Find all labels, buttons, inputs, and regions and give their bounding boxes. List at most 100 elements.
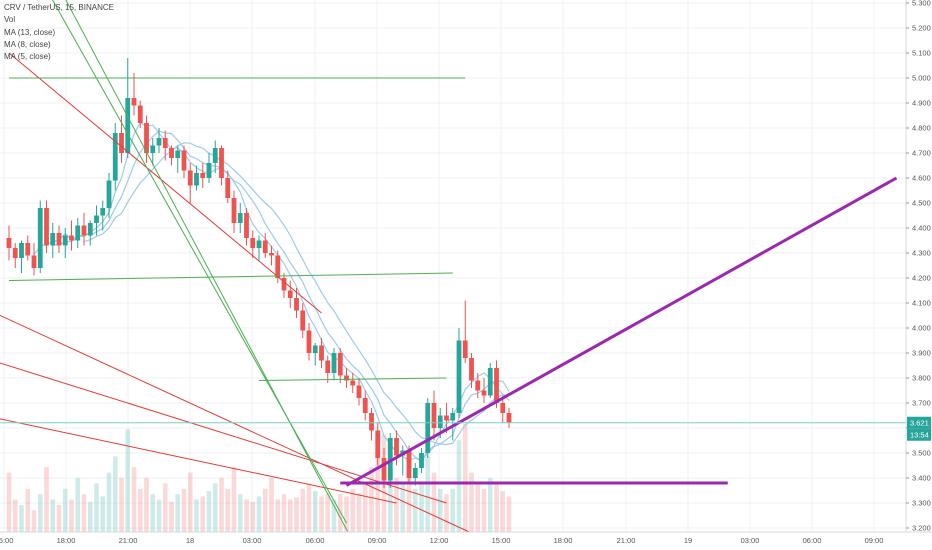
volume-bar [412,488,418,532]
time-tick-label: 03:00 [243,536,262,545]
legend-ma5[interactable]: MA (5, close) [4,52,51,62]
candle-body [437,415,443,428]
candle-body [406,450,412,478]
candle-body [119,133,124,153]
candle-body [350,380,356,386]
volume-bar [175,494,181,532]
candle-body [475,380,481,391]
volume-bar [181,488,187,532]
countdown-label: 13:54 [910,430,929,439]
candle-body [425,403,431,453]
volume-bar [262,488,268,532]
time-axis: 15:00 18:00 21:00 18 03:00 06:00 09:00 12:00 15:… [0,531,932,550]
candle-body [319,345,324,361]
volume-bar [162,483,168,532]
time-tick-label: 12:00 [430,536,449,545]
time-tick-label: 15:00 [0,536,13,545]
volume-bar [225,488,231,532]
volume-bar [50,499,56,532]
volume-bar [462,424,468,532]
volume-bar [456,440,462,532]
candle-body [306,330,312,353]
time-tick-label: 09:00 [865,536,884,545]
candle-body [206,163,212,178]
volume-bar [494,483,499,532]
volume-bar [212,483,218,532]
candle-body [269,253,274,256]
price-tick-label: 5.200 [912,24,931,33]
candle-body [244,213,249,238]
candles [6,58,512,488]
volume-bar [200,496,206,532]
candle-body [500,403,506,413]
candle-body [294,298,299,311]
candle-body [462,340,468,358]
candle-body [231,198,237,223]
price-tick-label: 3.800 [912,374,931,383]
volume-bar [369,467,374,532]
legend-symbol[interactable]: CRV / TetherUS, 15, BINANCE [4,3,114,12]
candle-body [50,233,56,246]
candle-body [106,180,112,208]
volume-bar [131,467,137,532]
volume-bar [312,490,318,532]
volume-bar [444,494,449,532]
candle-body [19,243,24,258]
trendline-red [0,314,472,534]
legend-ma8[interactable]: MA (8, close) [4,39,51,49]
price-tick-label: 3.200 [912,524,931,533]
price-tick-label: 5.000 [912,74,931,83]
time-tick-label: 18:00 [554,536,573,545]
price-tick-label: 4.700 [912,149,931,158]
candle-body [175,150,181,158]
candle-body [419,453,424,468]
volume-bar [144,478,149,532]
candle-body [362,398,368,413]
candle-body [169,148,174,158]
time-tick-label: 19 [684,536,692,545]
volume-bar [219,478,224,532]
candle-body [331,353,337,373]
volume-bar [94,483,99,532]
price-tick-label: 3.300 [912,499,931,508]
volume-bar [450,488,456,532]
candle-body [56,233,62,246]
price-tick-label: 3.400 [912,474,931,483]
volume-bar [337,494,343,532]
volume-bar [100,496,106,532]
candle-body [300,310,306,331]
chart-legend: CRV / TetherUS, 15, BINANCE Vol MA (13, … [4,2,114,63]
volume-bar [81,494,87,532]
volume-bar [106,472,112,532]
candle-body [412,468,418,478]
price-tick-label: 3.700 [912,399,931,408]
candle-body [112,133,118,181]
legend-ma13[interactable]: MA (13, close) [4,27,56,37]
trendline-purple [345,176,898,487]
candle-body [87,223,93,236]
volume-bar [6,472,12,532]
candle-body [31,255,37,268]
volume-bar [344,496,349,532]
volume-bar [156,499,162,532]
legend-vol[interactable]: Vol [4,15,16,25]
candle-body [387,438,393,481]
trendline-red [0,362,447,504]
price-tick-label: 4.000 [912,324,931,333]
price-tick-label: 3.900 [912,349,931,358]
time-tick-label: 21:00 [617,536,636,545]
candle-body [356,385,362,398]
volume-bar [394,478,399,532]
volume-bar [406,478,412,532]
volume-bar [244,499,249,532]
candle-body [262,240,268,253]
candle-body [287,290,293,298]
volume-bar [75,478,81,532]
volume-bar [375,451,381,532]
time-tick-label: 18:00 [57,536,76,545]
candle-body [75,225,81,241]
price-tick-label: 5.300 [912,0,931,8]
candle-body [100,208,106,216]
candle-body [325,360,331,373]
